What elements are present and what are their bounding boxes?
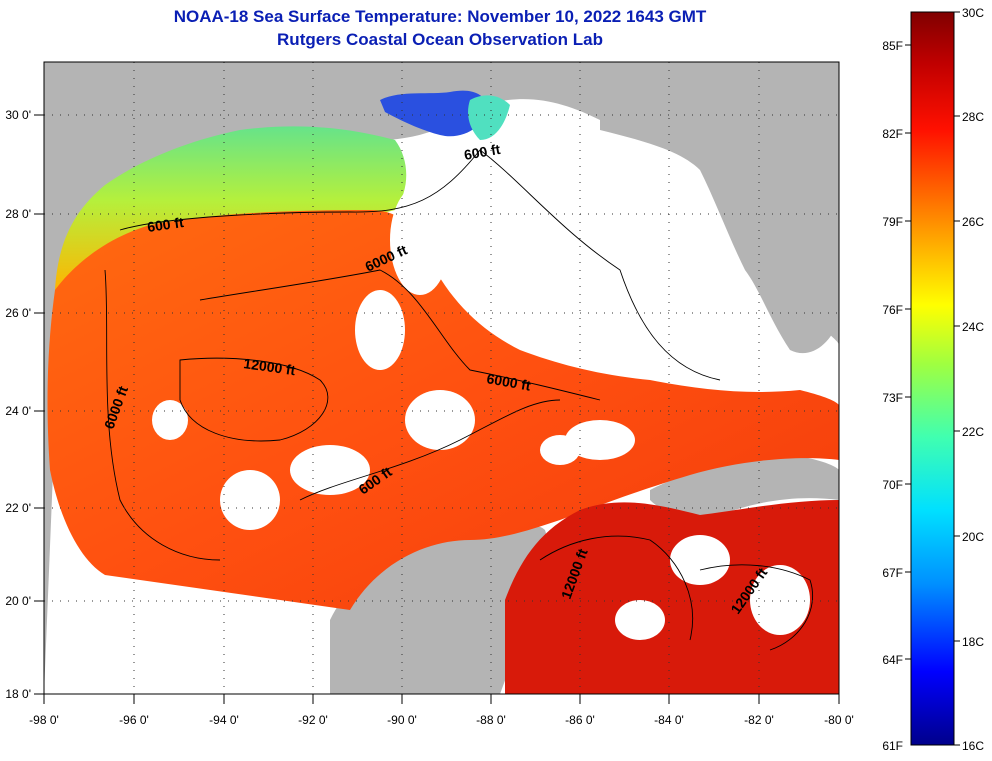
lat-tick-label: 26 0' [5, 306, 31, 320]
cloud-gaps [152, 185, 810, 640]
contour-label: 12000 ft [243, 355, 297, 378]
colorbar-gradient [910, 11, 955, 746]
lon-tick-label: -88 0' [476, 713, 506, 727]
colorbar-fahrenheit-label: 67F [882, 566, 903, 580]
colorbar-celsius-label: 16C [962, 739, 984, 753]
colorbar-celsius-label: 24C [962, 320, 984, 334]
map-frame [43, 61, 840, 695]
shelf-sst [55, 126, 407, 292]
caribbean-sst [505, 500, 839, 694]
colorbar-fahrenheit-label: 70F [882, 478, 903, 492]
lat-tick-label: 24 0' [5, 404, 31, 418]
cold-bay-sst [380, 90, 490, 137]
lon-tick-label: -86 0' [565, 713, 595, 727]
colorbar-fahrenheit-label: 79F [882, 215, 903, 229]
colorbar-celsius-label: 30C [962, 6, 984, 20]
map-subtitle: Rutgers Coastal Ocean Observation Lab [277, 30, 603, 49]
lon-tick-label: -84 0' [654, 713, 684, 727]
contour-label: 600 ft [146, 214, 185, 235]
lon-tick-label: -92 0' [298, 713, 328, 727]
colorbar-celsius-label: 20C [962, 530, 984, 544]
colorbar-fahrenheit-label: 64F [882, 653, 903, 667]
colorbar-fahrenheit-label: 76F [882, 303, 903, 317]
lon-tick-label: -80 0' [824, 713, 854, 727]
contour-label: 6000 ft [485, 370, 532, 394]
lat-tick-label: 20 0' [5, 594, 31, 608]
cyan-bay-sst [468, 95, 510, 140]
lon-tick-label: -82 0' [744, 713, 774, 727]
lon-tick-label: -94 0' [209, 713, 239, 727]
lat-tick-label: 28 0' [5, 207, 31, 221]
cuba-land [650, 455, 839, 517]
colorbar-celsius-label: 18C [962, 635, 984, 649]
colorbar-fahrenheit-label: 73F [882, 391, 903, 405]
bathymetry-contours [104, 149, 814, 651]
lon-tick-label: -90 0' [387, 713, 417, 727]
florida-land [600, 62, 839, 354]
colorbar-fahrenheit-label: 82F [882, 127, 903, 141]
lon-tick-label: -98 0' [29, 713, 59, 727]
colorbar-celsius-label: 28C [962, 110, 984, 124]
lat-tick-label: 30 0' [5, 108, 31, 122]
contour-label: 600 ft [463, 141, 502, 163]
lat-tick-label: 18 0' [5, 687, 31, 701]
axis-ticks [34, 114, 840, 704]
colorbar-fahrenheit-label: 61F [882, 739, 903, 753]
colorbar-fahrenheit-label: 85F [882, 39, 903, 53]
lat-tick-label: 22 0' [5, 501, 31, 515]
map-title: NOAA-18 Sea Surface Temperature: Novembe… [173, 7, 707, 26]
colorbar-celsius-label: 22C [962, 425, 984, 439]
colorbar-celsius-label: 26C [962, 215, 984, 229]
lon-tick-label: -96 0' [119, 713, 149, 727]
